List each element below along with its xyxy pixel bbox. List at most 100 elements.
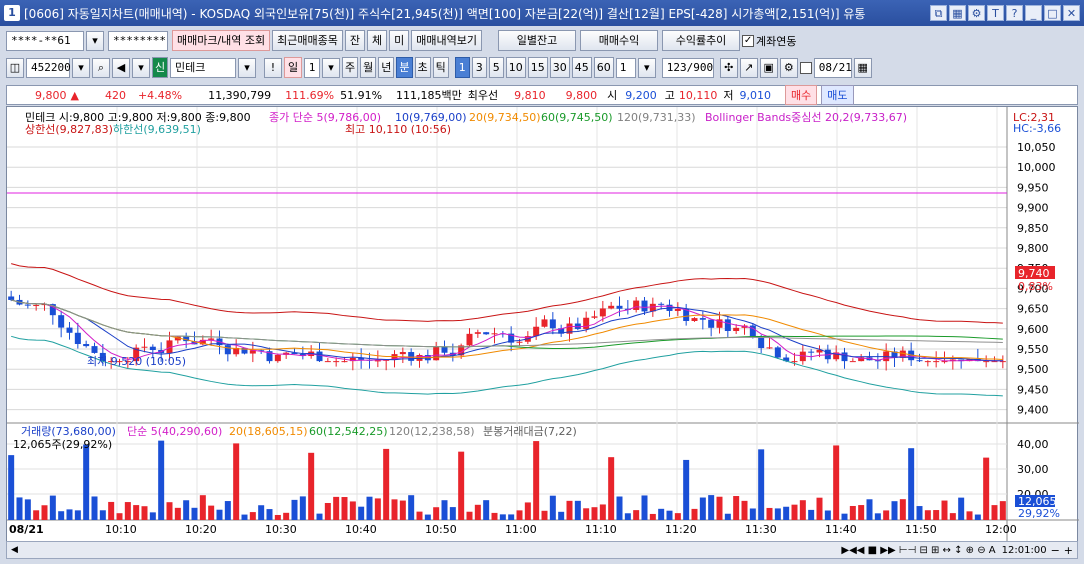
candle bbox=[541, 319, 548, 327]
close-icon[interactable]: ✕ bbox=[1063, 5, 1080, 21]
buy-button[interactable]: 매수 bbox=[785, 85, 818, 105]
volume-bar bbox=[883, 510, 890, 520]
volume-bar bbox=[466, 511, 473, 520]
link-icon[interactable]: ⧉ bbox=[930, 5, 947, 21]
executed-button[interactable]: 체 bbox=[367, 30, 388, 51]
volume-bar bbox=[999, 501, 1006, 520]
volume-bar bbox=[958, 497, 965, 520]
unit-tick[interactable]: 틱 bbox=[432, 57, 449, 78]
period-10[interactable]: 10 bbox=[505, 57, 526, 78]
scroll-bar[interactable]: ◀ ▶◀◀ ■ ▶▶ ⊢⊣ ⊟ ⊞ ↔ ↕ ⊕ ⊖ A 12:01:00 − + bbox=[6, 541, 1078, 559]
unit-year[interactable]: 년 bbox=[378, 57, 395, 78]
period-5[interactable]: 5 bbox=[488, 57, 504, 78]
alert-icon[interactable]: ! bbox=[264, 57, 282, 78]
search-icon[interactable]: ⌕ bbox=[92, 57, 110, 78]
period-1[interactable]: 1 bbox=[454, 57, 470, 78]
stock-name-field[interactable]: 민테크 bbox=[170, 57, 236, 78]
save-icon[interactable]: ▣ bbox=[759, 57, 778, 78]
volume-bar bbox=[74, 510, 81, 520]
zoom-in-icon[interactable]: + bbox=[1063, 543, 1073, 557]
help-icon[interactable]: ? bbox=[1006, 5, 1023, 21]
unit-week[interactable]: 주 bbox=[342, 57, 359, 78]
candlestick-chart[interactable]: 10,05010,0009,9509,9009,8509,8009,7509,7… bbox=[7, 107, 1079, 543]
account-field[interactable]: ****-**61 bbox=[6, 30, 84, 51]
maximize-icon[interactable]: □ bbox=[1044, 5, 1061, 21]
code-dropdown-icon[interactable]: ▾ bbox=[72, 57, 90, 78]
zoom-out-icon[interactable]: − bbox=[1050, 543, 1060, 557]
volume-bar bbox=[858, 505, 865, 520]
chart-toolbar: ◫ 452200 ▾ ⌕ ◀ ▾ 신 민테크 ▾ ! 일 1 ▾ 주 월 년 분… bbox=[0, 57, 1084, 78]
tab-day[interactable]: 일 bbox=[284, 57, 302, 78]
count-field[interactable]: 123/900 bbox=[661, 57, 714, 78]
calendar-icon[interactable]: ▦ bbox=[853, 57, 872, 78]
new-badge: 신 bbox=[152, 57, 168, 78]
mark-query-button[interactable]: 매매마크/내역 조회 bbox=[172, 30, 271, 51]
volume-bar bbox=[633, 510, 640, 520]
volume-bar bbox=[749, 508, 756, 520]
daily-balance-button[interactable]: 일별잔고 bbox=[498, 30, 577, 51]
recent-trades-button[interactable]: 최근매매종목 bbox=[272, 30, 343, 51]
volume-bar bbox=[841, 513, 848, 520]
period-3[interactable]: 3 bbox=[471, 57, 487, 78]
chart-type-icon[interactable]: ◫ bbox=[6, 57, 24, 78]
candle bbox=[916, 360, 923, 362]
custom-period-field[interactable]: 1 bbox=[615, 57, 636, 78]
gear-icon[interactable]: ⚙ bbox=[779, 57, 798, 78]
date-field[interactable]: 08/21 bbox=[813, 57, 852, 78]
volume-bar bbox=[249, 512, 256, 520]
tile-icon[interactable]: ▦ bbox=[949, 5, 966, 21]
price-axis: 10,05010,0009,9509,9009,8509,8009,7509,7… bbox=[1017, 141, 1056, 417]
link-checkbox[interactable]: ✓ bbox=[742, 34, 755, 47]
unit-month[interactable]: 월 bbox=[360, 57, 377, 78]
period-45[interactable]: 45 bbox=[571, 57, 592, 78]
date-checkbox[interactable] bbox=[799, 61, 812, 74]
draw-icon[interactable]: ↗ bbox=[739, 57, 758, 78]
crosshair-icon[interactable]: ✣ bbox=[719, 57, 738, 78]
code-input[interactable]: 452200 bbox=[26, 57, 71, 78]
custom-period-dropdown-icon[interactable]: ▾ bbox=[637, 57, 656, 78]
candle bbox=[8, 296, 15, 300]
title-bar: 1 [0606] 자동일지차트(매매내역) - KOSDAQ 외국인보유[75(… bbox=[0, 0, 1084, 26]
volume-bar bbox=[333, 496, 340, 520]
candle bbox=[683, 308, 690, 321]
sound-icon[interactable]: ◀ bbox=[112, 57, 130, 78]
candle bbox=[258, 350, 265, 352]
candle bbox=[108, 361, 115, 363]
profit-trend-button[interactable]: 수익률추이 bbox=[662, 30, 741, 51]
scroll-left-icon[interactable]: ◀ bbox=[11, 545, 18, 555]
text-icon[interactable]: T bbox=[987, 5, 1004, 21]
name-dropdown-icon[interactable]: ▾ bbox=[238, 57, 256, 78]
account-toolbar: ****-**61 ▾ ******** 매매마크/내역 조회 최근매매종목 잔… bbox=[0, 30, 1084, 51]
period-15[interactable]: 15 bbox=[527, 57, 548, 78]
volume-bar bbox=[908, 448, 915, 520]
volume-bar bbox=[108, 501, 115, 520]
candle bbox=[533, 326, 540, 337]
account-dropdown-icon[interactable]: ▾ bbox=[86, 30, 104, 51]
unit-second[interactable]: 초 bbox=[414, 57, 431, 78]
prev-icon[interactable]: ▾ bbox=[132, 57, 150, 78]
period-30[interactable]: 30 bbox=[549, 57, 570, 78]
interval-field[interactable]: 1 bbox=[304, 57, 320, 78]
volume-bar bbox=[683, 459, 690, 520]
volume-bar bbox=[341, 497, 348, 520]
period-60[interactable]: 60 bbox=[593, 57, 614, 78]
chart-area[interactable]: 10,05010,0009,9509,9009,8509,8009,7509,7… bbox=[6, 106, 1079, 543]
legend-bollinger: Bollinger Bands중심선 20,2(9,733,67) bbox=[705, 111, 907, 124]
nav-icons[interactable]: ▶◀◀ ■ ▶▶ ⊢⊣ ⊟ ⊞ ↔ ↕ ⊕ ⊖ A bbox=[841, 544, 996, 556]
sell-button[interactable]: 매도 bbox=[821, 85, 854, 105]
unexecuted-button[interactable]: 미 bbox=[389, 30, 410, 51]
candle bbox=[691, 318, 698, 321]
minimize-icon[interactable]: _ bbox=[1025, 5, 1042, 21]
volume-bar bbox=[91, 496, 98, 520]
volume-bar bbox=[733, 496, 740, 520]
trade-profit-button[interactable]: 매매수익 bbox=[580, 30, 659, 51]
interval-dropdown-icon[interactable]: ▾ bbox=[322, 57, 340, 78]
legend-vol-amount: 분봉거래대금(7,22) bbox=[483, 425, 577, 438]
candle bbox=[899, 350, 906, 358]
trade-history-button[interactable]: 매매내역보기 bbox=[411, 30, 483, 51]
password-field[interactable]: ******** bbox=[108, 30, 168, 51]
balance-button[interactable]: 잔 bbox=[344, 30, 366, 51]
unit-minute[interactable]: 분 bbox=[396, 57, 413, 78]
legend-ma20: 20(9,734,50) bbox=[469, 111, 541, 124]
settings-icon[interactable]: ⚙ bbox=[968, 5, 985, 21]
